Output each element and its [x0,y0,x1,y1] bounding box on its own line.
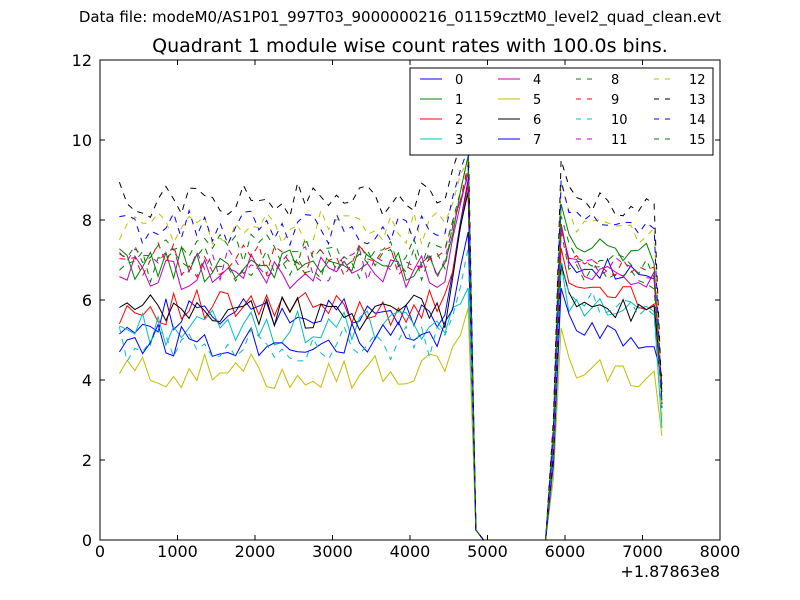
axis-ticks: 0 1000 2000 3000 4000 5000 6000 7000 80000246810… [72,51,741,561]
legend-label-13: 13 [689,93,706,108]
y-tick-label: 4 [82,371,92,390]
figure-suptitle: Data file: modeM0/AS1P01_997T03_90000002… [78,8,722,26]
x-tick-label: 2000 [235,542,276,561]
series-line-1 [119,155,663,541]
x-tick-label: 1000 [157,542,198,561]
series-line-6 [119,191,663,541]
legend-label-0: 0 [455,73,463,88]
series-line-13 [118,127,663,541]
series-line-4 [119,171,663,541]
x-tick-label: 0 [95,542,105,561]
chart-title: Quadrant 1 module wise count rates with … [152,35,668,57]
series-line-3 [119,263,663,541]
series-line-14 [119,147,663,541]
x-tick-label: 4000 [390,542,431,561]
legend-label-1: 1 [455,93,463,108]
legend-label-12: 12 [689,73,706,88]
series-line-15 [119,155,663,541]
series-line-8 [119,167,663,541]
x-tick-label: 8000 [700,542,741,561]
x-tick-label: 3000 [312,542,353,561]
y-tick-label: 2 [82,451,92,470]
legend-box [409,67,714,156]
series-line-7 [118,231,663,541]
legend-label-11: 11 [611,133,628,148]
y-tick-label: 10 [72,131,92,150]
series-layer [118,127,663,541]
y-tick-label: 6 [82,291,92,310]
y-tick-label: 8 [82,211,92,230]
series-line-11 [119,175,663,541]
legend-label-10: 10 [611,113,628,128]
legend-label-6: 6 [533,113,541,128]
x-tick-label: 7000 [622,542,663,561]
x-tick-label: 5000 [467,542,508,561]
legend-label-5: 5 [533,93,541,108]
series-line-9 [119,163,663,541]
series-line-12 [118,159,663,541]
legend-label-14: 14 [689,113,706,128]
legend-label-9: 9 [611,93,619,108]
legend-label-15: 15 [689,133,706,148]
legend-label-8: 8 [611,73,619,88]
y-tick-label: 0 [82,531,92,550]
series-line-2 [118,183,663,541]
series-line-10 [118,247,663,541]
legend-label-3: 3 [455,133,463,148]
y-tick-label: 12 [72,51,92,70]
legend-label-4: 4 [533,73,541,88]
x-tick-label: 6000 [545,542,586,561]
x-offset-label: +1.87863e8 [620,562,720,581]
legend-label-7: 7 [533,133,541,148]
series-line-5 [118,307,663,541]
legend-label-2: 2 [455,113,463,128]
